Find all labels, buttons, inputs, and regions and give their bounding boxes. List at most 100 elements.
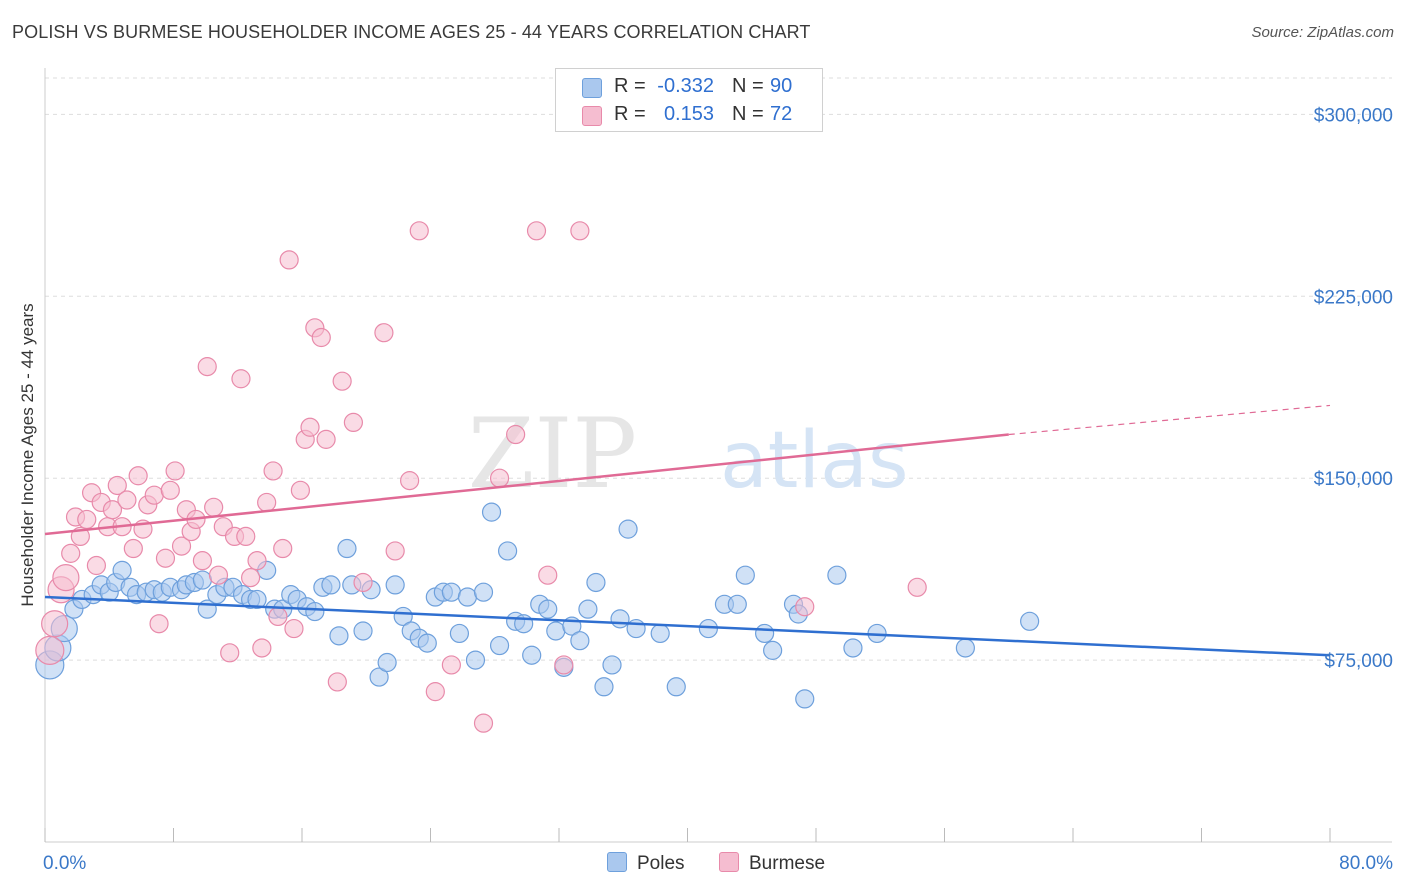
- poles-point: [465, 650, 486, 670]
- poles-point: [305, 601, 325, 622]
- poles-point: [473, 582, 494, 602]
- burmese-point: [311, 327, 331, 348]
- poles-swatch-icon: [607, 852, 627, 872]
- burmese-point: [144, 485, 164, 505]
- burmese-point: [332, 371, 352, 391]
- poles-point: [337, 538, 357, 559]
- poles-point: [112, 560, 132, 580]
- burmese-point: [231, 369, 251, 389]
- burmese-point: [204, 497, 224, 517]
- poles-point: [1020, 611, 1040, 631]
- poles-point: [522, 645, 542, 665]
- burmese-point: [86, 555, 107, 576]
- x-tick-label: 0.0%: [43, 853, 86, 874]
- burmese-point: [290, 480, 310, 500]
- poles-point: [666, 677, 686, 697]
- poles-trend-line: [44, 595, 1331, 657]
- burmese-point: [279, 250, 299, 270]
- burmese-point: [123, 538, 143, 559]
- poles-point: [618, 519, 638, 539]
- legend-r-value: 0.153: [663, 103, 714, 125]
- poles-point: [385, 575, 405, 595]
- x-tick-label: 80.0%: [1339, 853, 1393, 874]
- burmese-point: [554, 655, 574, 675]
- burmese-point: [77, 509, 97, 530]
- watermark-zip: ZIP: [468, 398, 637, 510]
- poles-point: [727, 594, 747, 614]
- burmese-point: [171, 536, 192, 556]
- burmese-point: [300, 417, 320, 437]
- legend-n-label: N =: [732, 103, 764, 125]
- burmese-point: [52, 564, 80, 592]
- burmese-point: [263, 461, 283, 481]
- correlation-legend: R = -0.332 N = 90 R = 0.153 N = 72: [555, 68, 823, 132]
- poles-point: [498, 541, 518, 561]
- series-legend: Poles Burmese: [0, 852, 1406, 876]
- burmese-point: [907, 577, 927, 597]
- axes: [44, 68, 1392, 843]
- burmese-point: [400, 471, 420, 491]
- burmese-point: [538, 565, 558, 585]
- legend-r-label: R =: [614, 75, 646, 97]
- burmese-point: [128, 466, 148, 486]
- burmese-point: [343, 412, 363, 433]
- poles-point: [449, 623, 470, 644]
- poles-point: [626, 618, 646, 639]
- burmese-point: [284, 618, 304, 639]
- poles-point: [369, 667, 389, 687]
- legend-n-value: 90: [770, 75, 793, 97]
- poles-point: [377, 652, 397, 673]
- series-legend-poles: Poles: [607, 852, 685, 875]
- legend-n-label: N =: [732, 75, 764, 97]
- burmese-point: [61, 543, 81, 563]
- burmese-point: [409, 221, 429, 241]
- trend-lines: [44, 404, 1331, 657]
- burmese-point: [327, 672, 347, 692]
- poles-point: [321, 575, 341, 595]
- poles-point: [763, 640, 783, 660]
- poles-point: [827, 565, 847, 585]
- burmese-point: [489, 468, 510, 488]
- burmese-point: [102, 500, 123, 520]
- poles-point: [570, 631, 590, 651]
- burmese-point: [316, 429, 336, 449]
- poles-point: [955, 638, 975, 658]
- burmese-point: [252, 638, 272, 658]
- burmese-point: [155, 548, 176, 568]
- burmese-point: [149, 614, 169, 634]
- burmese-point: [526, 221, 547, 241]
- burmese-point: [208, 565, 229, 585]
- poles-point: [481, 502, 502, 522]
- burmese-point: [247, 551, 267, 571]
- source-label: Source: ZipAtlas.com: [1251, 24, 1394, 41]
- poles-point: [650, 623, 670, 644]
- poles-point: [329, 626, 349, 646]
- burmese-point: [374, 323, 394, 343]
- burmese-trend-extension: [1008, 404, 1331, 436]
- legend-row-poles: R = -0.332 N = 90: [556, 73, 822, 101]
- burmese-trend-line: [44, 433, 1009, 536]
- tick-labels: $75,000 $150,000 $225,000 $300,000 0.0% 80.0%: [43, 105, 1393, 874]
- burmese-point: [506, 424, 526, 445]
- data-points: [35, 221, 1040, 733]
- chart-title: POLISH VS BURMESE HOUSEHOLDER INCOME AGE…: [12, 22, 811, 42]
- poles-point: [441, 582, 461, 602]
- poles-point: [417, 633, 437, 653]
- poles-point: [247, 589, 267, 610]
- legend-n-value: 72: [770, 103, 793, 125]
- poles-point: [489, 635, 510, 656]
- burmese-point: [441, 655, 461, 675]
- burmese-point: [353, 572, 373, 593]
- legend-r-value: -0.332: [657, 75, 714, 97]
- burmese-point: [236, 526, 256, 547]
- burmese-swatch-icon: [719, 852, 739, 872]
- poles-point: [546, 621, 566, 641]
- burmese-point: [570, 221, 590, 241]
- legend-r-label: R =: [614, 103, 646, 125]
- y-tick-label: $225,000: [1314, 287, 1393, 308]
- burmese-point: [473, 713, 494, 733]
- burmese-point: [425, 682, 445, 702]
- burmese-point: [220, 643, 240, 663]
- poles-point: [594, 677, 614, 697]
